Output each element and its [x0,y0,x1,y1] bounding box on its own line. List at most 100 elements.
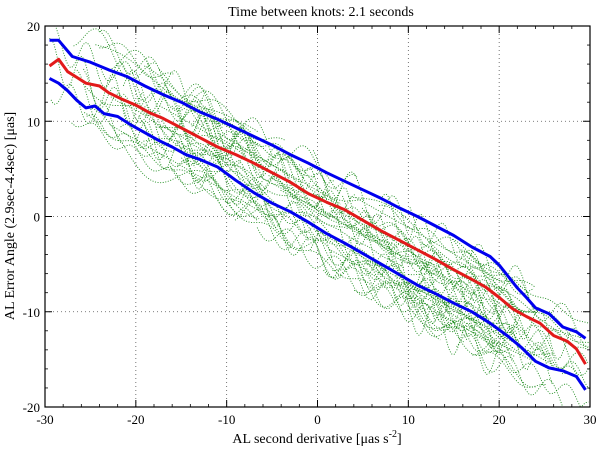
sample-curve [396,282,506,375]
sample-curve [375,221,497,313]
series-upper-envelope [49,38,587,340]
sample-curve [280,189,340,220]
sample-curve [268,175,329,218]
y-tick-label: -10 [23,305,40,320]
sample-curve [110,96,221,160]
sample-curve [464,266,527,333]
sample-curve [331,215,450,284]
sample-curve [323,267,468,341]
x-tick-label: -20 [127,412,144,427]
sample-curve [486,282,590,343]
sample-curve [218,146,325,234]
sample-curve [50,83,123,144]
x-tick-label: 20 [493,412,506,427]
sample-curve [177,157,292,250]
sample-curve [123,93,264,190]
sample-curve [171,86,274,158]
y-tick-label: 20 [27,19,40,34]
sample-curve [143,138,260,220]
sample-curve [144,65,259,133]
sample-curve [225,201,371,286]
sample-curve [365,261,513,354]
sample-curve [361,207,535,313]
sample-curve [427,236,535,295]
sample-curve [445,297,585,387]
sample-curve [207,118,317,178]
sample-curve [445,266,523,334]
sample-curve [99,61,171,104]
sample-curve [184,94,340,194]
sample-curve [302,185,450,277]
sample-curve [271,177,407,257]
sample-curve [447,277,590,377]
y-tick-label: 0 [34,210,41,225]
sample-curve [109,124,271,218]
sample-curve [86,114,165,159]
sample-curve [138,115,269,199]
sample-curve [136,120,208,190]
sample-curve [309,231,464,343]
series-lines [48,38,587,391]
ticks [44,25,591,408]
sample-curve [84,86,207,151]
sample-curve [122,69,291,186]
sample-curve [160,125,309,221]
sample-curve [446,322,537,388]
series-lower-envelope [48,77,587,391]
sample-curve [472,351,547,388]
sample-curve [181,150,248,194]
sample-curve [332,260,495,340]
sample-curve [169,165,333,254]
sample-curve [217,132,301,183]
x-axis-title: AL second derivative [μas s-2] [232,429,401,447]
sample-curve [381,193,440,268]
sample-curve [416,258,511,329]
sample-curve [71,122,239,216]
sample-curve [421,242,582,338]
sample-curve [83,68,212,166]
sample-curve [456,332,589,407]
sample-curve [95,44,252,133]
x-tick-label: 0 [314,412,321,427]
sample-curve [146,60,205,112]
sample-curve [366,264,451,315]
sample-curve [459,249,590,349]
sample-curve [488,322,548,359]
sample-curve [259,156,342,205]
grid [45,26,590,407]
sample-curve [191,107,356,214]
sample-curve [272,183,414,266]
sample-curve [408,255,567,375]
sample-curve [426,265,484,299]
sample-curve [485,298,589,369]
sample-curve [234,201,402,310]
y-tick-labels: -20 -10 0 10 20 [23,19,40,415]
series-median [48,57,587,365]
sample-curve [403,248,476,304]
sample-curve [298,164,365,202]
sample-curve [464,254,522,288]
sample-curve [446,310,549,370]
sample-curve [264,214,437,323]
sample-curve [375,286,448,332]
data-cloud [49,26,590,407]
sample-curve [379,204,510,277]
sample-curve [384,265,449,313]
chart-title: Time between knots: 2.1 seconds [228,5,414,20]
y-tick-label: 10 [27,114,40,129]
sample-curve [259,176,398,257]
x-tick-label: 10 [402,412,415,427]
sample-curve [213,142,328,217]
sample-curve [328,248,499,347]
sample-curve [312,150,408,234]
sample-curve [130,78,259,167]
sample-curve [440,320,582,407]
sample-curve [159,105,232,148]
sample-curve [143,122,309,241]
sample-curve [138,89,244,156]
sample-curve [355,197,507,286]
sample-curve [106,49,248,153]
sample-curve [313,228,478,324]
y-tick-label: -20 [23,400,40,415]
